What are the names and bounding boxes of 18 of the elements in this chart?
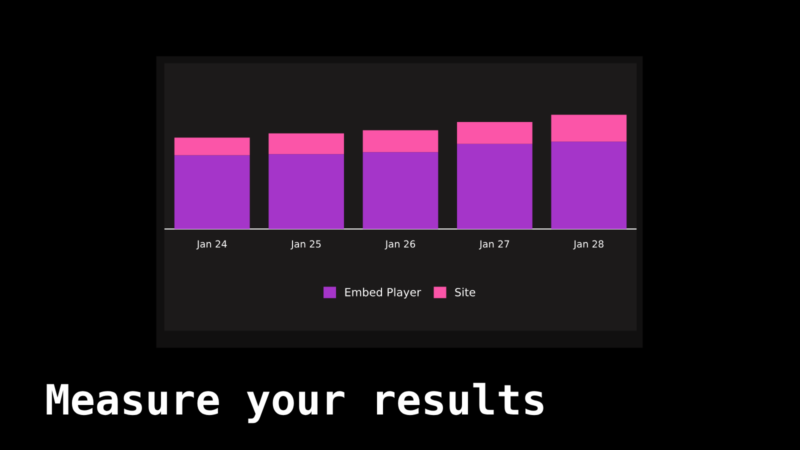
bar [551,114,627,142]
legend-label: Embed Player [345,288,422,299]
x-tick-label: Jan 28 [573,240,604,250]
bar [362,130,438,152]
text: Measure your results [46,382,544,424]
bar [268,154,344,229]
bar [362,152,438,229]
bar [268,133,344,154]
x-tick-label: Jan 27 [478,240,510,250]
bar [174,155,250,229]
legend-label: Site [455,288,476,296]
x-tick-label: Jan 26 [384,240,416,250]
bar [174,138,250,156]
bar [457,122,532,144]
x-tick-label: Jan 25 [290,240,321,250]
bar [457,144,532,229]
x-tick-label: Jan 24 [196,240,227,250]
bar [551,142,627,229]
